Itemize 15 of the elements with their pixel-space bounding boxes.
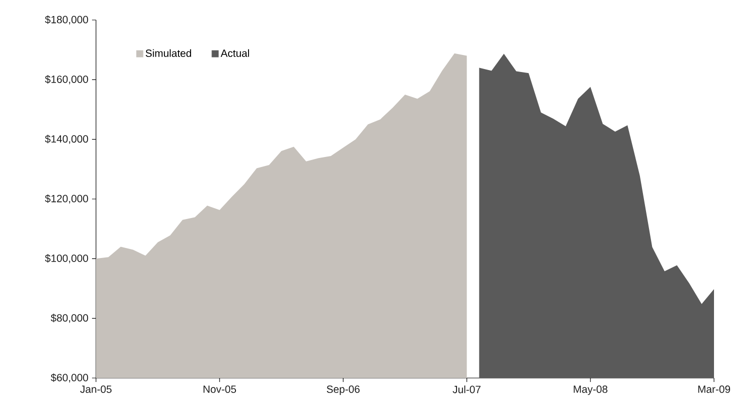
x-tick-label: Sep-06 xyxy=(326,386,360,395)
x-tick-label: May-08 xyxy=(574,386,608,395)
legend-label: Actual xyxy=(220,49,250,57)
x-tick-label: Jul-07 xyxy=(452,386,481,394)
legend-label: Simulated xyxy=(146,49,192,57)
x-tick-label: Mar-09 xyxy=(698,386,730,393)
y-tick-label: $100,000 xyxy=(44,254,88,264)
y-tick-label: $60,000 xyxy=(50,373,88,383)
x-tick-label: Jan-05 xyxy=(80,386,112,393)
y-tick-label: $180,000 xyxy=(44,15,88,25)
y-tick-label: $120,000 xyxy=(44,194,88,204)
y-tick-label: $80,000 xyxy=(50,314,88,323)
y-tick-label: $140,000 xyxy=(44,134,88,144)
y-tick-label: $160,000 xyxy=(44,75,88,84)
x-tick-label: Nov-05 xyxy=(204,386,236,393)
